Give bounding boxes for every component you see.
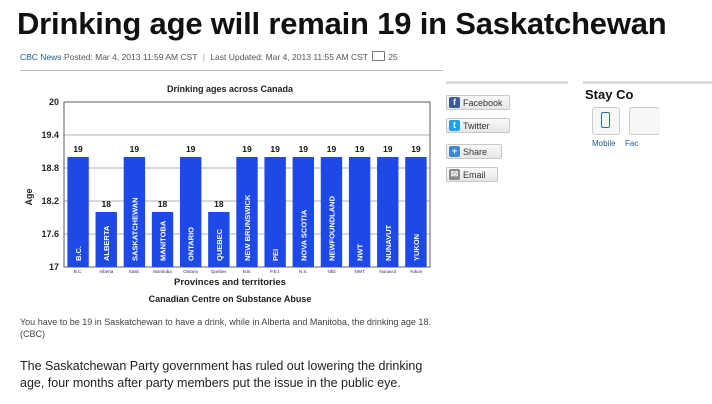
x-tick-label: N.S. — [299, 269, 308, 274]
bar-data-label: 18 — [158, 199, 168, 209]
email-icon: ✉ — [449, 169, 460, 180]
twitter-label: Twitter — [463, 121, 490, 131]
bar-data-label: 19 — [270, 144, 280, 154]
bar-category-label: ONTARIO — [187, 227, 196, 261]
bar-data-label: 19 — [411, 144, 421, 154]
bar-data-label: 19 — [186, 144, 196, 154]
y-tick-label: 17.6 — [41, 229, 59, 239]
bar-data-label: 18 — [214, 199, 224, 209]
bar-category-label: NWT — [356, 244, 365, 261]
bar — [292, 157, 315, 267]
mobile-phone-icon[interactable] — [592, 107, 620, 135]
bar — [377, 157, 399, 267]
bar — [208, 212, 230, 267]
facebook-connect-label[interactable]: Fac — [625, 139, 639, 148]
bar — [320, 157, 343, 267]
bar — [151, 212, 174, 267]
y-tick-label: 19.4 — [41, 130, 59, 140]
bar-data-label: 19 — [242, 144, 252, 154]
bar-category-label: NUNAVUT — [384, 224, 393, 261]
bar — [348, 157, 371, 267]
bar — [123, 157, 146, 267]
bar — [236, 157, 258, 267]
bar — [264, 157, 286, 267]
bar-data-label: 18 — [101, 199, 111, 209]
article-body: The Saskatchewan Party government has ru… — [20, 359, 423, 390]
bar-data-label: 19 — [73, 144, 83, 154]
bar-data-label: 19 — [383, 144, 393, 154]
y-axis-label: Age — [24, 188, 34, 205]
posted-date: Posted: Mar 4, 2013 11:59 AM CST — [63, 52, 198, 62]
share-button[interactable]: + Share — [446, 144, 502, 159]
comment-icon[interactable] — [372, 51, 386, 61]
comment-count[interactable]: 25 — [388, 52, 398, 62]
photo-caption: You have to be 19 in Saskatchewan to hav… — [20, 317, 431, 339]
bar-category-label: ALBERTA — [102, 225, 111, 261]
bar-category-label: QUEBEC — [215, 228, 224, 261]
bar-category-label: NEWFOUNDLAND — [327, 195, 336, 261]
bar-category-label: SASKATCHEWAN — [130, 197, 139, 261]
mobile-label[interactable]: Mobile — [592, 139, 616, 148]
share-label: Share — [463, 147, 488, 157]
sidebar-divider — [446, 81, 568, 84]
chart-title: Drinking ages across Canada — [167, 84, 294, 94]
x-tick-label: N.B. — [243, 269, 252, 274]
y-tick-label: 17 — [49, 262, 59, 272]
x-tick-label: Yukon — [410, 269, 423, 274]
email-label: Email — [463, 170, 486, 180]
article-byline: CBC News Posted: Mar 4, 2013 11:59 AM CS… — [20, 51, 398, 62]
facebook-share-button[interactable]: f Facebook — [446, 95, 510, 110]
y-tick-label: 18.8 — [41, 163, 59, 173]
share-plus-icon: + — [449, 146, 460, 157]
bar-data-label: 19 — [299, 144, 309, 154]
y-tick-label: 18.2 — [41, 196, 59, 206]
bar — [179, 157, 202, 267]
bar — [67, 157, 89, 267]
email-button[interactable]: ✉ Email — [446, 167, 498, 182]
facebook-icon[interactable] — [629, 107, 660, 135]
bar-category-label: NOVA SCOTIA — [299, 209, 308, 261]
drinking-age-chart: Drinking ages across Canada 19 B.C. 18 ALBE… — [20, 76, 440, 311]
x-tick-label: Ontario — [183, 269, 198, 274]
facebook-icon: f — [449, 97, 460, 108]
x-tick-label: Nfld — [327, 269, 335, 274]
x-tick-label: Sask. — [129, 269, 140, 274]
bar — [405, 157, 427, 267]
bar-data-label: 19 — [130, 144, 140, 154]
bar-data-label: 19 — [355, 144, 365, 154]
chart-source: Canadian Centre on Substance Abuse — [149, 294, 312, 304]
facebook-label: Facebook — [463, 98, 503, 108]
bar-category-label: NEW BRUNSWICK — [243, 194, 252, 261]
updated-date: Last Updated: Mar 4, 2013 11:55 AM CST — [210, 52, 368, 62]
x-tick-label: Manitoba — [153, 269, 172, 274]
x-tick-label: NWT — [354, 269, 364, 274]
x-tick-label: B.C. — [74, 269, 83, 274]
bar-category-label: YUKON — [412, 234, 421, 261]
y-tick-label: 20 — [49, 97, 59, 107]
bar-category-label: B.C. — [74, 246, 83, 261]
twitter-icon: t — [449, 120, 460, 131]
x-tick-label: Quebec — [211, 269, 228, 274]
stay-connected-divider — [583, 81, 712, 84]
header-divider — [20, 70, 443, 71]
source-link[interactable]: CBC News — [20, 52, 62, 62]
bar-data-label: 19 — [327, 144, 337, 154]
chart-svg: Drinking ages across Canada 19 B.C. 18 ALBE… — [24, 84, 431, 304]
twitter-share-button[interactable]: t Twitter — [446, 118, 510, 133]
article-headline: Drinking age will remain 19 in Saskatche… — [17, 6, 667, 41]
bar-category-label: PEI — [271, 249, 280, 261]
stay-connected-heading: Stay Co — [585, 87, 634, 102]
byline-separator: | — [202, 52, 205, 62]
x-axis-label: Provinces and territories — [174, 277, 286, 288]
bar — [95, 212, 117, 267]
x-tick-label: Alberta — [99, 269, 114, 274]
x-tick-label: Nunavut — [379, 269, 397, 274]
x-tick-label: P.E.I. — [270, 269, 280, 274]
bar-category-label: MANITOBA — [159, 220, 168, 261]
